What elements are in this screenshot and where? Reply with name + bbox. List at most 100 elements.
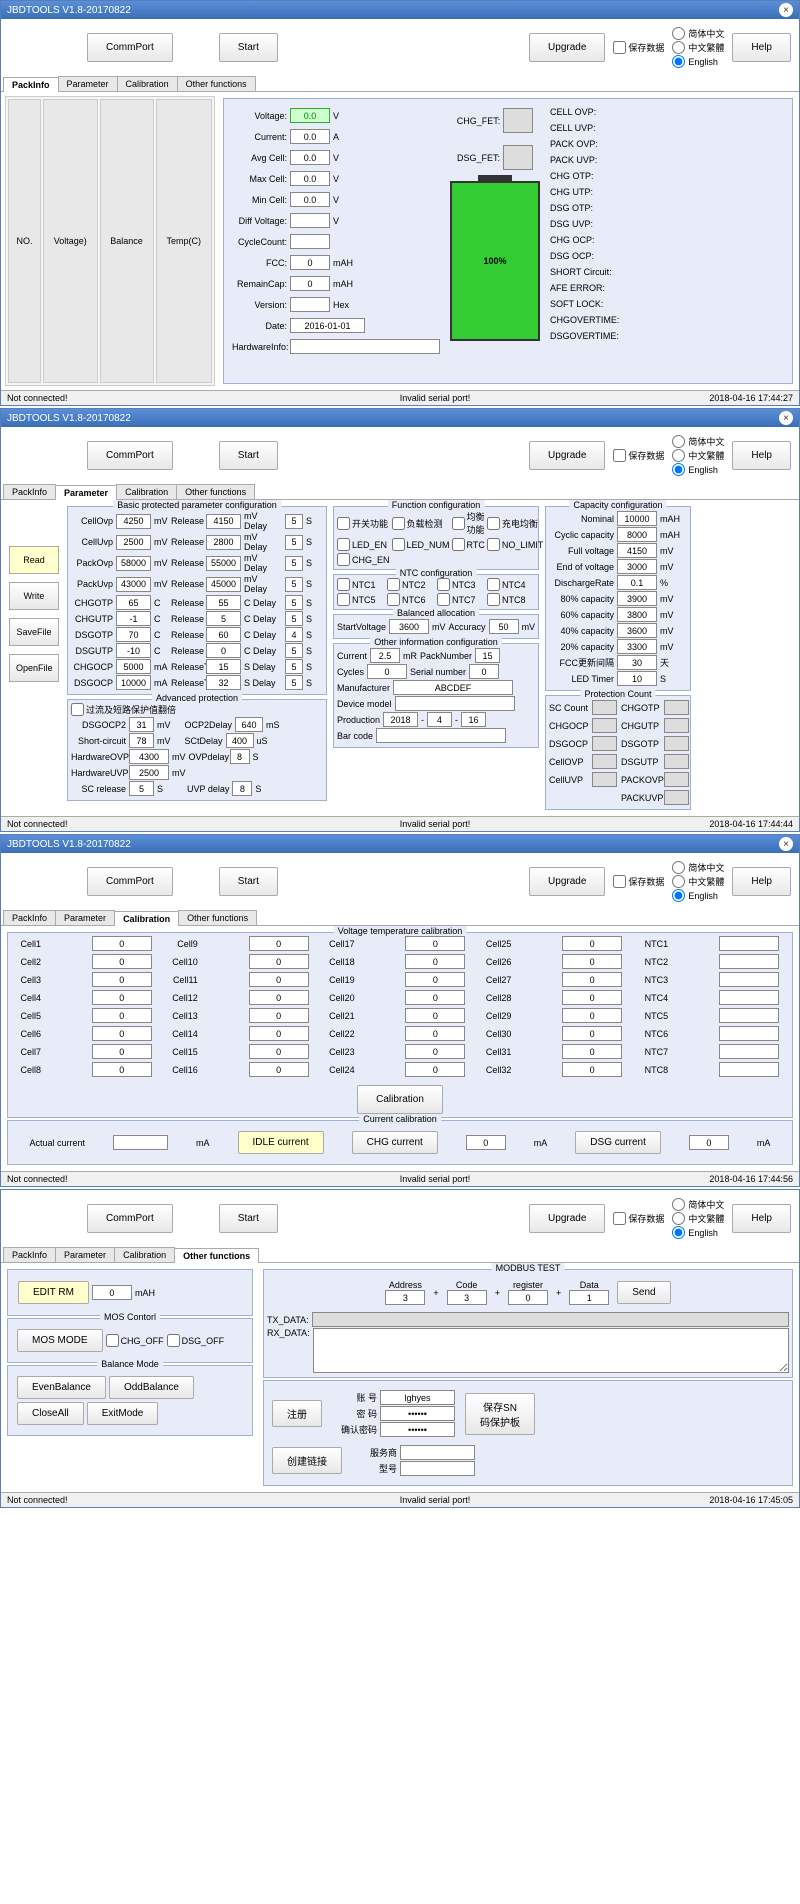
upgrade-button[interactable]: Upgrade (529, 1204, 605, 1233)
tab-parameter[interactable]: Parameter (55, 485, 117, 500)
openfile-button[interactable]: OpenFile (9, 654, 59, 682)
ntc-1-field[interactable] (719, 936, 779, 951)
cell-5-field[interactable] (92, 1008, 152, 1023)
cell-24-field[interactable] (405, 1062, 465, 1077)
cell-31-field[interactable] (562, 1044, 622, 1059)
close-icon[interactable]: × (779, 411, 793, 425)
ntc-2-field[interactable] (719, 954, 779, 969)
cell-14-field[interactable] (249, 1026, 309, 1041)
tab-packinfo[interactable]: PackInfo (3, 77, 59, 92)
close-all-button[interactable]: CloseAll (17, 1402, 84, 1425)
cell-7-field[interactable] (92, 1044, 152, 1059)
ntc-3-field[interactable] (719, 972, 779, 987)
help-button[interactable]: Help (732, 33, 791, 62)
tab-other[interactable]: Other functions (176, 484, 255, 499)
save-sn-button[interactable]: 保存SN码保护板 (465, 1393, 535, 1435)
cell-16-field[interactable] (249, 1062, 309, 1077)
even-balance-button[interactable]: EvenBalance (17, 1376, 106, 1399)
dsg-fet-icon (503, 145, 533, 170)
send-button[interactable]: Send (617, 1281, 670, 1304)
tab-other[interactable]: Other functions (177, 76, 256, 91)
param-row: CHGOTPCReleaseC DelayS (71, 595, 323, 610)
rx-data-field (313, 1328, 789, 1373)
date-field (290, 318, 365, 333)
ntc-6-field[interactable] (719, 1026, 779, 1041)
cell-18-field[interactable] (405, 954, 465, 969)
upgrade-button[interactable]: Upgrade (529, 867, 605, 896)
cell-21-field[interactable] (405, 1008, 465, 1023)
close-icon[interactable]: × (779, 3, 793, 17)
cell-17-field[interactable] (405, 936, 465, 951)
ntc-7-field[interactable] (719, 1044, 779, 1059)
tab-parameter[interactable]: Parameter (58, 76, 118, 91)
cell-26-field[interactable] (562, 954, 622, 969)
status-item: DSG UVP: (550, 219, 619, 229)
idle-current-button[interactable]: IDLE current (238, 1131, 324, 1154)
commport-button[interactable]: CommPort (87, 441, 173, 470)
cell-22-field[interactable] (405, 1026, 465, 1041)
help-button[interactable]: Help (732, 867, 791, 896)
calibration-button[interactable]: Calibration (357, 1085, 443, 1114)
commport-button[interactable]: CommPort (87, 867, 173, 896)
param-row: PackUvpmVReleasemV DelayS (71, 574, 323, 594)
close-icon[interactable]: × (779, 837, 793, 851)
cell-29-field[interactable] (562, 1008, 622, 1023)
register-button[interactable]: 注册 (272, 1400, 322, 1427)
cell-9-field[interactable] (249, 936, 309, 951)
cell-13-field[interactable] (249, 1008, 309, 1023)
mos-mode-button[interactable]: MOS MODE (17, 1329, 103, 1352)
cell-25-field[interactable] (562, 936, 622, 951)
commport-button[interactable]: CommPort (87, 1204, 173, 1233)
tab-calibration[interactable]: Calibration (117, 76, 178, 91)
save-data-checkbox[interactable]: 保存数据 (613, 41, 664, 54)
cell-15-field[interactable] (249, 1044, 309, 1059)
cell-11-field[interactable] (249, 972, 309, 987)
commport-button[interactable]: CommPort (87, 33, 173, 62)
start-button[interactable]: Start (219, 1204, 278, 1233)
savefile-button[interactable]: SaveFile (9, 618, 59, 646)
upgrade-button[interactable]: Upgrade (529, 441, 605, 470)
cell-6-field[interactable] (92, 1026, 152, 1041)
odd-balance-button[interactable]: OddBalance (109, 1376, 194, 1399)
cell-12-field[interactable] (249, 990, 309, 1005)
read-button[interactable]: Read (9, 546, 59, 574)
cell-23-field[interactable] (405, 1044, 465, 1059)
cell-8-field[interactable] (92, 1062, 152, 1077)
start-button[interactable]: Start (219, 441, 278, 470)
ntc-8-field[interactable] (719, 1062, 779, 1077)
status-list: CELL OVP:CELL UVP:PACK OVP:PACK UVP:CHG … (550, 107, 619, 375)
chg-current-button[interactable]: CHG current (352, 1131, 438, 1154)
ntc-5-field[interactable] (719, 1008, 779, 1023)
param-row: DSGOCPmAReleaseTiS DelayS (71, 675, 323, 690)
cell-19-field[interactable] (405, 972, 465, 987)
cell-1-field[interactable] (92, 936, 152, 951)
cell-20-field[interactable] (405, 990, 465, 1005)
help-button[interactable]: Help (732, 1204, 791, 1233)
exit-mode-button[interactable]: ExitMode (87, 1402, 159, 1425)
voltage-field (290, 108, 330, 123)
cell-10-field[interactable] (249, 954, 309, 969)
cell-27-field[interactable] (562, 972, 622, 987)
cell-28-field[interactable] (562, 990, 622, 1005)
help-button[interactable]: Help (732, 441, 791, 470)
cell-32-field[interactable] (562, 1062, 622, 1077)
start-button[interactable]: Start (219, 867, 278, 896)
cell-3-field[interactable] (92, 972, 152, 987)
tab-packinfo[interactable]: PackInfo (3, 484, 56, 499)
actual-current-field[interactable] (113, 1135, 168, 1150)
edit-rm-button[interactable]: EDIT RM (18, 1281, 89, 1304)
start-button[interactable]: Start (219, 33, 278, 62)
cell-30-field[interactable] (562, 1026, 622, 1041)
status-item: DSGOVERTIME: (550, 331, 619, 341)
cell-4-field[interactable] (92, 990, 152, 1005)
upgrade-button[interactable]: Upgrade (529, 33, 605, 62)
status-item: CHG OCP: (550, 235, 619, 245)
ntc-4-field[interactable] (719, 990, 779, 1005)
cell-2-field[interactable] (92, 954, 152, 969)
fcc-field (290, 255, 330, 270)
write-button[interactable]: Write (9, 582, 59, 610)
dsg-current-button[interactable]: DSG current (575, 1131, 661, 1154)
tab-calibration[interactable]: Calibration (116, 484, 177, 499)
tabs: PackInfo Parameter Calibration Other fun… (1, 76, 799, 92)
create-link-button[interactable]: 创建链接 (272, 1447, 342, 1474)
